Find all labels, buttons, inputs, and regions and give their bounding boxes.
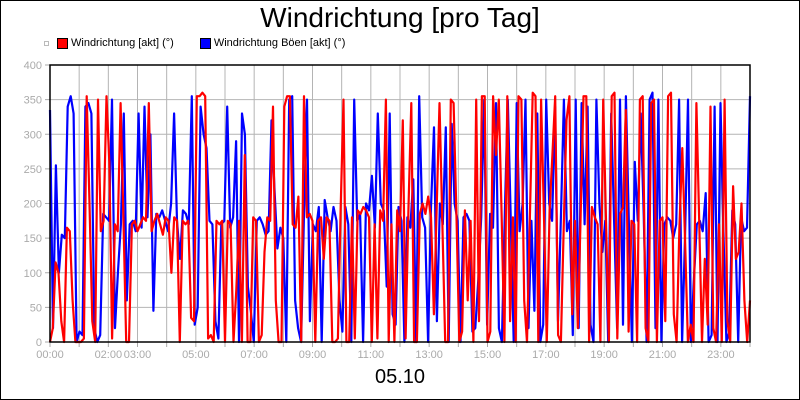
data-series [48, 91, 752, 344]
x-tick-label: 11:00 [357, 349, 384, 361]
legend-label: Windrichtung [akt] (°) [71, 37, 174, 49]
x-axis: 00:00 02:00 03:00 05:00 07:00 09:00 11:00 13:00… [36, 342, 751, 361]
legend-marker-icon [44, 40, 49, 46]
x-tick-label: 21:00 [649, 349, 677, 361]
legend-item-windrichtung: Windrichtung [akt] (°) [57, 37, 174, 49]
legend-label: Windrichtung Böen [akt] (°) [213, 37, 346, 49]
legend-item-windrichtung-boeen: Windrichtung Böen [akt] (°) [199, 37, 346, 49]
y-tick-label: 0 [36, 337, 42, 349]
y-tick-label: 100 [24, 268, 42, 280]
y-tick-label: 200 [24, 199, 42, 211]
x-tick-label: 23:00 [707, 349, 735, 361]
y-tick-label: 50 [30, 302, 42, 314]
y-tick-label: 250 [24, 164, 42, 176]
x-tick-label: 03:00 [124, 349, 152, 361]
x-tick-label: 09:00 [299, 349, 327, 361]
legend: Windrichtung [akt] (°) Windrichtung Böen… [44, 37, 371, 49]
x-tick-label: 15:00 [474, 349, 502, 361]
y-tick-label: 350 [24, 95, 42, 107]
y-tick-label: 300 [24, 129, 42, 141]
legend-swatch-red [57, 37, 68, 49]
date-label: 05.10 [374, 366, 426, 388]
y-tick-label: 400 [24, 60, 42, 72]
x-tick-label: 05:00 [182, 349, 210, 361]
x-tick-label: 00:00 [36, 349, 64, 361]
x-tick-label: 07:00 [240, 349, 268, 361]
x-tick-label: 17:00 [532, 349, 560, 361]
chart-title: Windrichtung [pro Tag] [260, 2, 540, 33]
series-windrichtung-line [48, 91, 752, 344]
x-tick-label: 19:00 [590, 349, 618, 361]
x-tick-label: 02:00 [95, 349, 123, 361]
y-axis: 0 50 100 150 200 250 300 350 400 [24, 60, 50, 349]
y-tick-label: 150 [24, 233, 42, 245]
plot-area-border [49, 64, 751, 343]
legend-swatch-blue [199, 37, 211, 49]
x-tick-label: 13:00 [415, 349, 443, 361]
